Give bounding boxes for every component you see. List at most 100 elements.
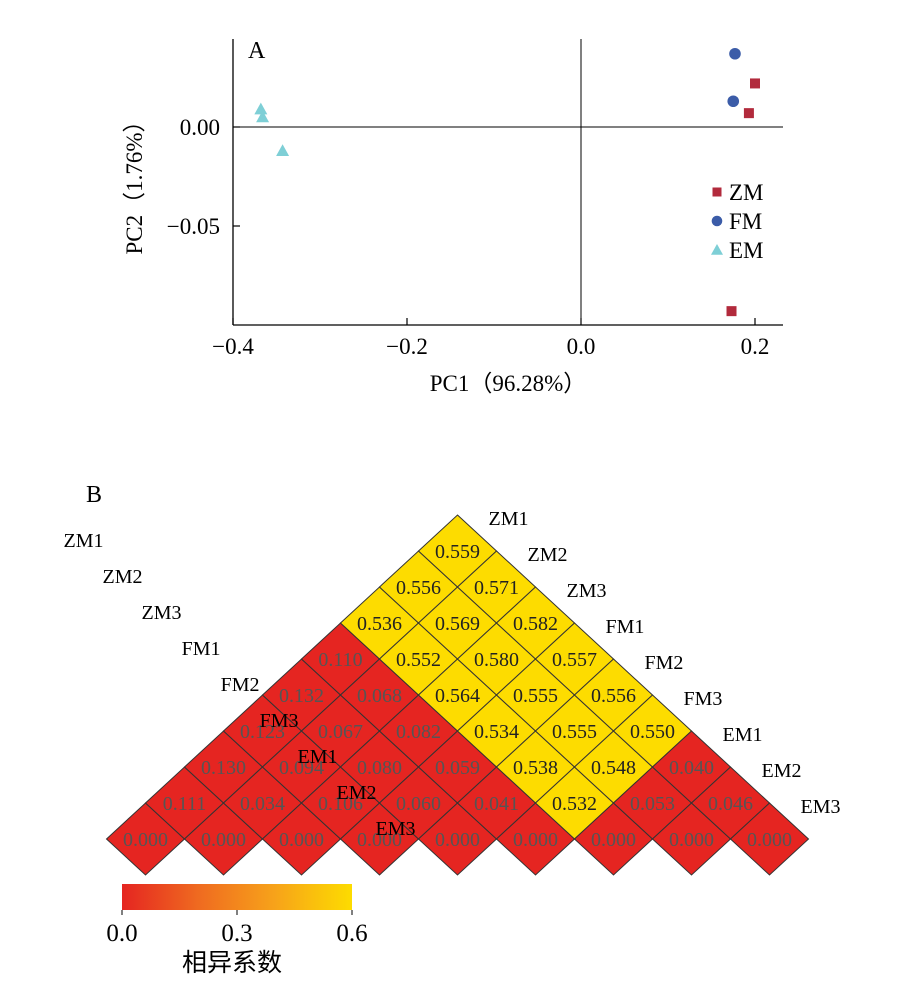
heatmap-left-label: EM1 [298,746,338,768]
heatmap-cell-value: 0.060 [396,793,441,815]
x-tick-label: −0.2 [386,334,428,359]
heatmap-cell-value: 0.555 [552,721,597,743]
heatmap-cell-value: 0.552 [396,649,441,671]
heatmap-cell-value: 0.556 [591,685,636,707]
heatmap-cell-value: 0.000 [279,829,324,851]
heatmap-cell-value: 0.000 [669,829,714,851]
point-em [254,102,268,115]
pca-legend: ZM FM EM [711,180,764,263]
legend-marker-zm [712,187,722,197]
x-tick-label: 0.2 [741,334,770,359]
heatmap-cell-value: 0.000 [201,829,246,851]
pca-ticks: −0.4 −0.2 0.0 0.2 0.00 −0.05 [167,115,770,359]
heatmap-cell-value: 0.564 [435,685,480,707]
heatmap-cell-value: 0.059 [435,757,480,779]
heatmap-cell-value: 0.067 [318,721,363,743]
pca-y-axis-label: PC2（1.76%） [122,109,147,254]
panel-a-label: A [248,38,266,64]
heatmap-cell-value: 0.041 [474,793,519,815]
heatmap-cell-value: 0.068 [357,685,402,707]
heatmap-cell-value: 0.532 [552,793,597,815]
colorbar-label: 相异系数 [182,948,282,977]
colorbar-ticks: 0.0 0.3 0.6 [106,910,368,947]
heatmap-cell-value: 0.034 [240,793,285,815]
heatmap-right-label: FM2 [645,652,684,674]
point-zm [750,78,760,89]
heatmap-cell-value: 0.550 [630,721,675,743]
heatmap-left-label: FM3 [260,710,299,732]
point-zm [743,108,754,119]
colorbar [122,884,352,910]
heatmap-right-label: FM3 [684,688,723,710]
colorbar-tick-label: 0.6 [336,920,367,947]
heatmap-cell-value: 0.123 [240,721,285,743]
point-em [256,110,270,123]
heatmap-cell-value: 0.534 [474,721,519,743]
heatmap-right-label: EM3 [801,796,841,818]
panel-a: A −0.4 −0.2 0.0 0.2 0.00 −0.05 ZM FM EM PC1（96.… [122,38,783,396]
heatmap-cell-value: 0.536 [357,613,402,635]
panel-b-label: B [86,482,102,508]
heatmap-cell-value: 0.132 [279,685,324,707]
heatmap-left-label: EM2 [337,782,377,804]
x-tick-label: 0.0 [567,334,596,359]
heatmap-cell-value: 0.082 [396,721,441,743]
legend-marker-fm [711,215,723,227]
y-tick-label: −0.05 [167,214,220,239]
heatmap-cell-value: 0.000 [123,829,168,851]
legend-marker-em [711,244,723,255]
legend-label-fm: FM [729,209,762,234]
heatmap-cell-value: 0.559 [435,541,480,563]
point-zm [726,306,737,317]
heatmap-right-label: ZM2 [528,544,568,566]
heatmap-cell-value: 0.557 [552,649,597,671]
heatmap-cell-value: 0.094 [279,757,324,779]
pca-points [254,47,760,317]
heatmap-cell-value: 0.000 [357,829,402,851]
heatmap-cell-value: 0.106 [318,793,363,815]
heatmap-cell-value: 0.580 [474,649,519,671]
pca-x-axis-label: PC1（96.28%） [430,371,587,396]
y-tick-label: 0.00 [180,115,220,140]
heatmap-cells: 0.000 0.111 0.130 0.123 0.132 0.110 0.536 0.556… [105,514,810,876]
heatmap-right-label: ZM1 [489,508,529,530]
heatmap-left-label: ZM2 [103,566,143,588]
heatmap-left-label: EM3 [376,818,416,840]
colorbar-tick-label: 0.0 [106,920,137,947]
heatmap-axis-labels: EM3ZM1EM2ZM2EM1ZM3FM3FM1FM2FM2FM1FM3ZM3E… [64,508,841,840]
heatmap-right-label: ZM3 [567,580,607,602]
heatmap-cell-value: 0.571 [474,577,519,599]
heatmap-cell [729,802,810,876]
legend-label-em: EM [729,238,764,263]
heatmap-right-label: EM2 [762,760,802,782]
point-fm [729,47,741,60]
heatmap-cell-value: 0.548 [591,757,636,779]
heatmap-left-label: ZM3 [142,602,182,624]
heatmap-cell-value: 0.000 [513,829,558,851]
heatmap-cell-value: 0.111 [163,793,207,815]
heatmap-left-label: FM2 [221,674,260,696]
heatmap-left-label: ZM1 [64,530,104,552]
point-fm [727,95,740,108]
heatmap-cell-value: 0.053 [630,793,675,815]
heatmap-right-label: EM1 [723,724,763,746]
legend-label-zm: ZM [729,180,764,205]
heatmap-cell-value: 0.582 [513,613,558,635]
heatmap-cell-value: 0.556 [396,577,441,599]
heatmap-cell-value: 0.538 [513,757,558,779]
heatmap-cell-value: 0.040 [669,757,714,779]
heatmap-cell-value: 0.046 [708,793,753,815]
heatmap-cell-value: 0.555 [513,685,558,707]
heatmap-cell-value: 0.569 [435,613,480,635]
panel-b: B 0.000 0.111 0.130 0.123 0.132 0.110 0.536 0.5… [64,482,841,977]
heatmap-cell-value: 0.000 [747,829,792,851]
heatmap-right-label: FM1 [606,616,645,638]
heatmap-cell-value: 0.130 [201,757,246,779]
heatmap-left-label: FM1 [182,638,221,660]
heatmap-cell-value: 0.000 [591,829,636,851]
point-em [276,144,290,156]
colorbar-tick-label: 0.3 [221,920,252,947]
x-tick-label: −0.4 [212,334,254,359]
heatmap-cell-value: 0.110 [318,649,362,671]
